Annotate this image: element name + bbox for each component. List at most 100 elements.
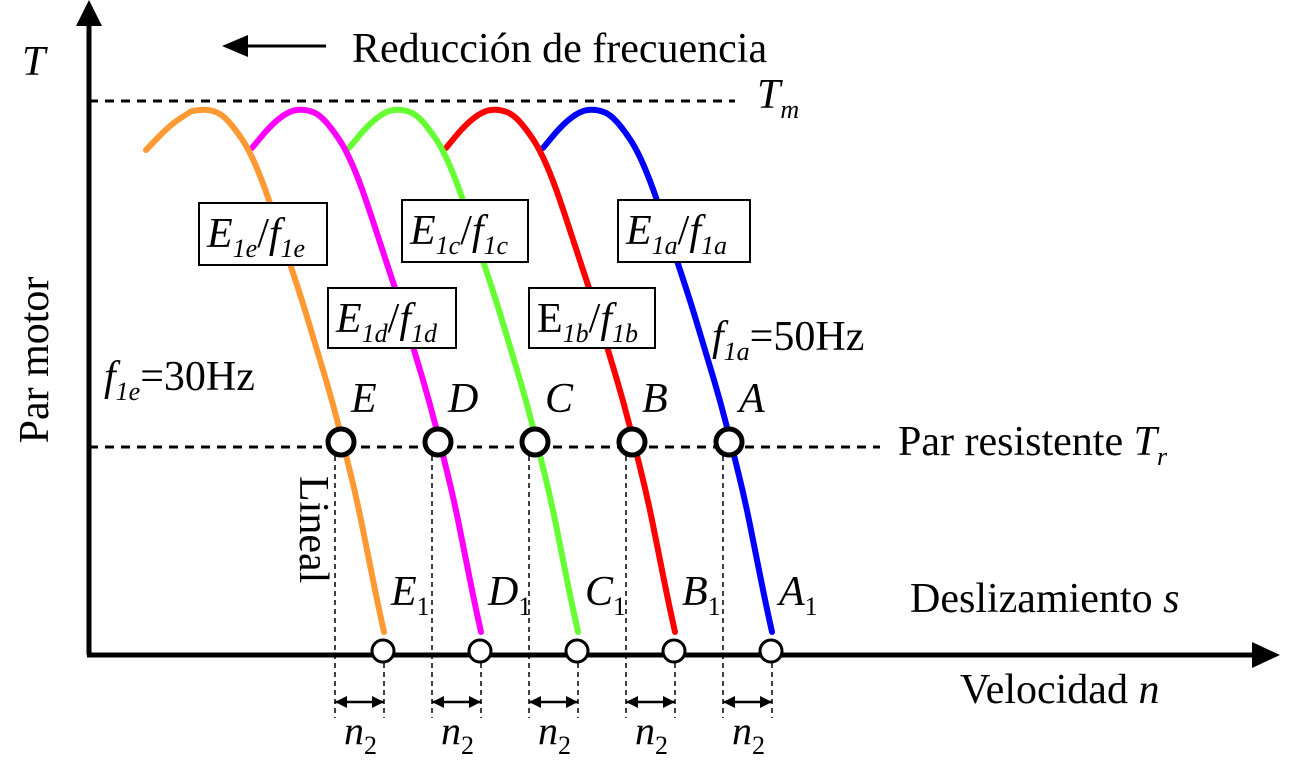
base-label-c-sub: 1 xyxy=(613,592,626,621)
operating-point-d xyxy=(422,426,454,458)
slip-label-text: Deslizamiento xyxy=(910,576,1163,622)
n2-arrow-right-e xyxy=(372,696,384,708)
ratio-d-f-sub: 1d xyxy=(411,319,438,348)
n2-label-e-sub: 2 xyxy=(364,731,377,760)
base-label-a-sub: 1 xyxy=(805,592,818,621)
n2-arrow-right-d xyxy=(469,696,481,708)
ratio-d-slash: / xyxy=(388,296,400,342)
ratio-box-c xyxy=(401,199,529,263)
tm-label-sub: m xyxy=(780,95,799,124)
slip-label-var: s xyxy=(1163,576,1179,622)
ratio-d-e: E xyxy=(335,296,362,342)
ratio-b-slash: / xyxy=(589,296,601,342)
point-label-c: C xyxy=(545,376,574,422)
n2-arrow-right-a xyxy=(760,696,772,708)
curve-labels: n2AA1E1a/f1an2BB1E1b/f1bn2CC1E1c/f1cn2DD… xyxy=(198,199,818,760)
ratio-text-d: E1d/f1d xyxy=(335,296,438,348)
base-label-c: C1 xyxy=(585,569,626,621)
ratio-text-e: E1e/f1e xyxy=(206,211,305,263)
torque-curve-b xyxy=(443,106,678,635)
ratio-box-a xyxy=(617,199,751,263)
tr-label-sub: r xyxy=(1157,442,1168,471)
n2-label-a-sub: 2 xyxy=(752,731,765,760)
base-label-a: A1 xyxy=(776,569,818,621)
ratio-a-f-sub: 1a xyxy=(701,231,727,260)
n2-arrow-right-c xyxy=(566,696,578,708)
ratio-box-d xyxy=(327,287,457,349)
operating-point-e xyxy=(325,426,357,458)
point-label-e: E xyxy=(350,376,377,422)
point-label-b: B xyxy=(642,376,668,422)
y-axis-label: Par motor xyxy=(12,277,58,444)
y-axis-arrowhead xyxy=(76,0,102,26)
ratio-b-e: E xyxy=(537,296,563,342)
n2-arrow-left-d xyxy=(432,696,444,708)
base-point-e xyxy=(370,638,396,664)
n2-label-c-sub: 2 xyxy=(558,731,571,760)
n2-label-d-sub: 2 xyxy=(461,731,474,760)
base-label-e-main: E xyxy=(390,569,417,615)
base-label-d-sub: 1 xyxy=(518,592,531,621)
n2-arrow-left-b xyxy=(626,696,638,708)
n2-label-e-main: n xyxy=(344,708,364,753)
freq-label-a: f1a=50Hz xyxy=(712,314,864,366)
n2-label-b: n2 xyxy=(635,708,668,760)
base-point-a xyxy=(758,638,784,664)
x-axis-label-var: n xyxy=(1138,667,1159,713)
x-axis-label-text: Velocidad xyxy=(960,667,1138,713)
ratio-e-f-sub: 1e xyxy=(281,234,306,263)
lineal-label: Lineal xyxy=(290,476,336,583)
base-point-b xyxy=(661,638,687,664)
n2-label-a-main: n xyxy=(732,708,752,753)
freq-label-e-value: =30Hz xyxy=(140,354,255,400)
base-point-c xyxy=(564,638,590,664)
tr-label-main: T xyxy=(1134,419,1160,465)
base-label-e: E1 xyxy=(390,569,430,621)
operating-point-c xyxy=(519,426,551,458)
ratio-e-slash: / xyxy=(257,211,269,257)
x-axis-label: Velocidad n xyxy=(960,667,1159,713)
ratio-e-e-sub: 1e xyxy=(233,234,258,263)
ratio-e-e: E xyxy=(206,211,233,257)
tm-label: Tm xyxy=(757,72,799,124)
ratio-a-e: E xyxy=(625,208,652,254)
n2-label-b-sub: 2 xyxy=(655,731,668,760)
point-label-d: D xyxy=(447,376,478,422)
base-label-d: D1 xyxy=(487,569,531,621)
point-label-a: A xyxy=(736,376,765,422)
n2-arrow-left-c xyxy=(529,696,541,708)
ratio-c-e-sub: 1c xyxy=(436,231,461,260)
base-label-d-main: D xyxy=(487,569,518,615)
tr-label-text: Par resistente xyxy=(898,419,1134,465)
n2-label-d: n2 xyxy=(441,708,474,760)
ratio-c-slash: / xyxy=(460,208,472,254)
y-axis-symbol: T xyxy=(22,39,48,85)
n2-label-b-main: n xyxy=(635,708,655,753)
ratio-c-e: E xyxy=(409,208,436,254)
n2-arrow-right-b xyxy=(663,696,675,708)
ratio-a-e-sub: 1a xyxy=(652,231,678,260)
freq-label-e-sub: 1e xyxy=(116,377,141,406)
ratio-a-slash: / xyxy=(678,208,690,254)
n2-label-a: n2 xyxy=(732,708,765,760)
frequency-reduction-text: Reducción de frecuencia xyxy=(352,26,767,72)
operating-point-b xyxy=(616,426,648,458)
base-label-c-main: C xyxy=(585,569,614,615)
ratio-box-e xyxy=(198,202,328,266)
torque-curve-e xyxy=(143,106,387,635)
freq-label-a-sub: 1a xyxy=(724,337,750,366)
base-label-b-sub: 1 xyxy=(708,592,721,621)
ratio-text-b: E1b/f1b xyxy=(537,296,638,348)
ratio-d-e-sub: 1d xyxy=(362,319,389,348)
ratio-text-a: E1a/f1a xyxy=(625,208,727,260)
ratio-b-f-sub: 1b xyxy=(612,319,638,348)
slip-label: Deslizamiento s xyxy=(910,576,1179,622)
n2-label-e: n2 xyxy=(344,708,377,760)
frequency-reduction-note: Reducción de frecuencia xyxy=(222,26,767,72)
tm-label-main: T xyxy=(757,72,783,118)
n2-label-c: n2 xyxy=(538,708,571,760)
left-arrow-head xyxy=(222,35,248,57)
freq-label-e: f1e=30Hz xyxy=(104,354,255,406)
operating-point-a xyxy=(713,426,745,458)
